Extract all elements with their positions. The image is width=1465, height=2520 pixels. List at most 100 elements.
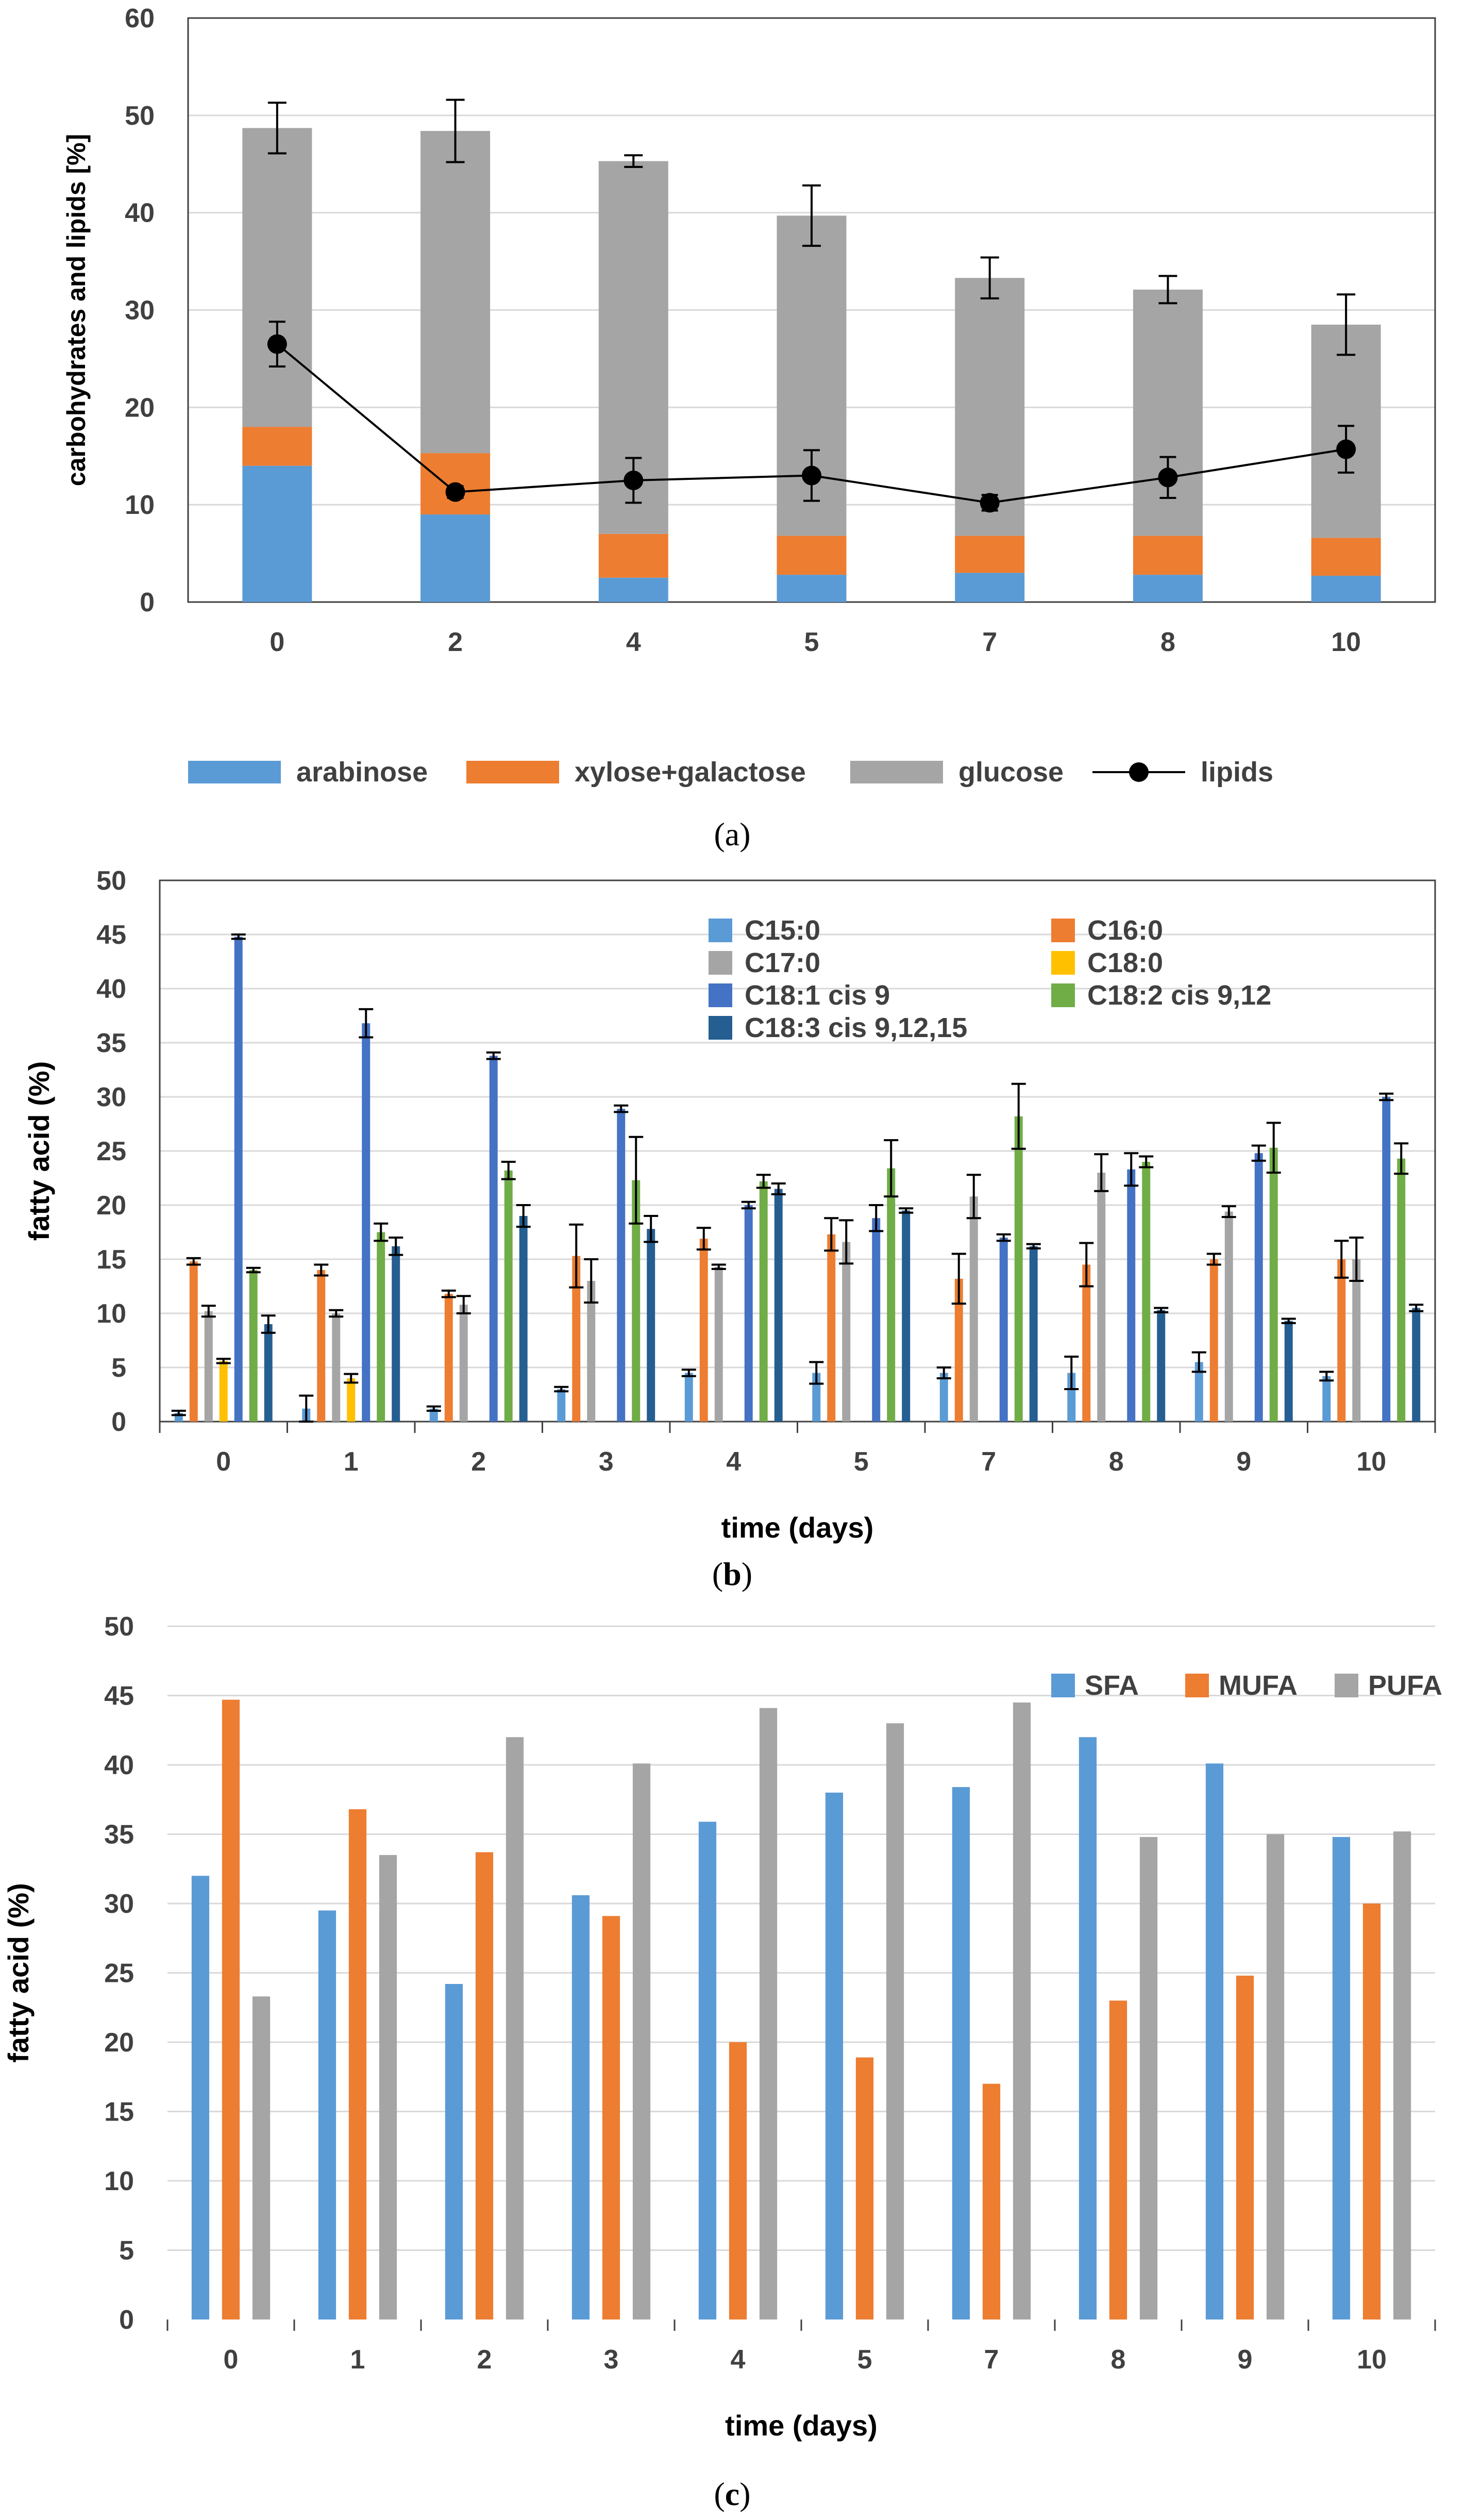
x-tick-label: 2	[477, 2345, 492, 2375]
bar	[219, 1361, 228, 1422]
bar	[1082, 1264, 1091, 1422]
legend-swatch	[850, 761, 943, 783]
bar	[632, 1180, 641, 1422]
bar	[699, 1239, 708, 1422]
bar	[955, 536, 1025, 573]
bar	[1337, 1259, 1346, 1422]
bar	[1109, 2000, 1127, 2319]
legend-swatch	[1051, 1674, 1075, 1697]
lipids-point	[445, 482, 465, 502]
y-tick-label: 20	[104, 2028, 134, 2058]
x-tick-label: 9	[1236, 1447, 1251, 1477]
bar	[842, 1242, 851, 1422]
y-tick-label: 10	[125, 490, 155, 520]
bar	[969, 1196, 978, 1422]
bar	[698, 1822, 717, 2319]
legend-label: C16:0	[1087, 915, 1163, 946]
legend-label: xylose+galactose	[575, 757, 806, 788]
lipids-point	[802, 465, 821, 486]
bar	[420, 514, 491, 602]
bar	[348, 1809, 367, 2319]
bar	[506, 1737, 524, 2319]
y-tick-label: 35	[96, 1028, 126, 1058]
legend-label: C18:3 cis 9,12,15	[745, 1012, 967, 1043]
bar	[571, 1895, 590, 2319]
bar	[1382, 1097, 1391, 1422]
y-tick-label: 35	[104, 1820, 134, 1850]
lipids-point	[267, 334, 287, 354]
y-tick-label: 0	[140, 588, 155, 618]
x-tick-label: 8	[1111, 2345, 1126, 2375]
bar	[189, 1261, 198, 1422]
legend-swatch	[1051, 983, 1075, 1007]
caption-b: (b)	[712, 1556, 752, 1592]
x-tick-label: 5	[854, 1447, 869, 1477]
bar	[1311, 576, 1381, 602]
y-axis-label: fatty acid (%)	[23, 1061, 55, 1241]
bar	[222, 1699, 240, 2319]
bar	[1412, 1308, 1421, 1422]
bar	[602, 1916, 620, 2319]
x-tick-label: 3	[599, 1447, 614, 1477]
y-tick-label: 5	[111, 1353, 126, 1383]
bar	[1397, 1158, 1406, 1422]
bar	[317, 1270, 326, 1422]
bar	[347, 1378, 356, 1422]
bar	[1393, 1831, 1411, 2319]
bar	[855, 2057, 874, 2319]
legend-swatch	[709, 1016, 732, 1040]
x-tick-label: 4	[626, 627, 641, 657]
x-tick-label: 8	[1160, 627, 1175, 657]
y-tick-label: 45	[104, 1681, 134, 1711]
bar	[572, 1256, 581, 1422]
bar	[504, 1170, 513, 1422]
x-tick-label: 7	[984, 2345, 999, 2375]
y-tick-label: 25	[96, 1137, 126, 1166]
legend-label: C18:2 cis 9,12	[1087, 980, 1271, 1011]
bar	[1205, 1763, 1224, 2319]
bar	[1133, 575, 1203, 602]
bar	[234, 937, 243, 1422]
legend-swatch	[1185, 1674, 1209, 1697]
x-tick-label: 1	[350, 2345, 365, 2375]
bar	[191, 1876, 210, 2319]
legend-swatch	[1051, 919, 1075, 942]
x-tick-label: 5	[857, 2345, 872, 2375]
y-tick-label: 30	[104, 1889, 134, 1919]
x-tick-label: 5	[804, 627, 819, 657]
bar	[1352, 1259, 1361, 1422]
bar	[252, 1996, 271, 2319]
bar	[729, 2042, 747, 2319]
x-tick-label: 4	[726, 1447, 741, 1477]
caption-a: (a)	[714, 816, 750, 853]
bar	[827, 1234, 836, 1422]
bar	[1014, 1116, 1023, 1422]
x-tick-label: 10	[1356, 1447, 1386, 1477]
bar	[362, 1023, 371, 1422]
y-tick-label: 5	[119, 2236, 134, 2266]
bar	[872, 1218, 881, 1422]
legend-marker	[1129, 762, 1149, 782]
y-tick-label: 50	[125, 101, 155, 131]
bar	[1097, 1173, 1106, 1422]
y-tick-label: 20	[96, 1191, 126, 1221]
x-tick-label: 3	[604, 2345, 619, 2375]
y-tick-label: 40	[96, 974, 126, 1004]
bar	[1067, 1373, 1076, 1422]
y-tick-label: 40	[125, 198, 155, 228]
bar	[557, 1389, 566, 1422]
bar	[939, 1373, 948, 1422]
lipids-point	[624, 470, 644, 490]
y-tick-label: 60	[125, 4, 155, 34]
legend-swatch	[188, 761, 281, 783]
x-tick-label: 10	[1331, 627, 1361, 657]
lipids-point	[1336, 439, 1356, 459]
legend-label: C18:0	[1087, 947, 1163, 978]
bar	[1284, 1321, 1293, 1422]
y-tick-label: 40	[104, 1750, 134, 1780]
bar	[886, 1723, 904, 2319]
legend-swatch	[709, 951, 732, 975]
bar	[420, 131, 491, 454]
y-tick-label: 45	[96, 920, 126, 950]
